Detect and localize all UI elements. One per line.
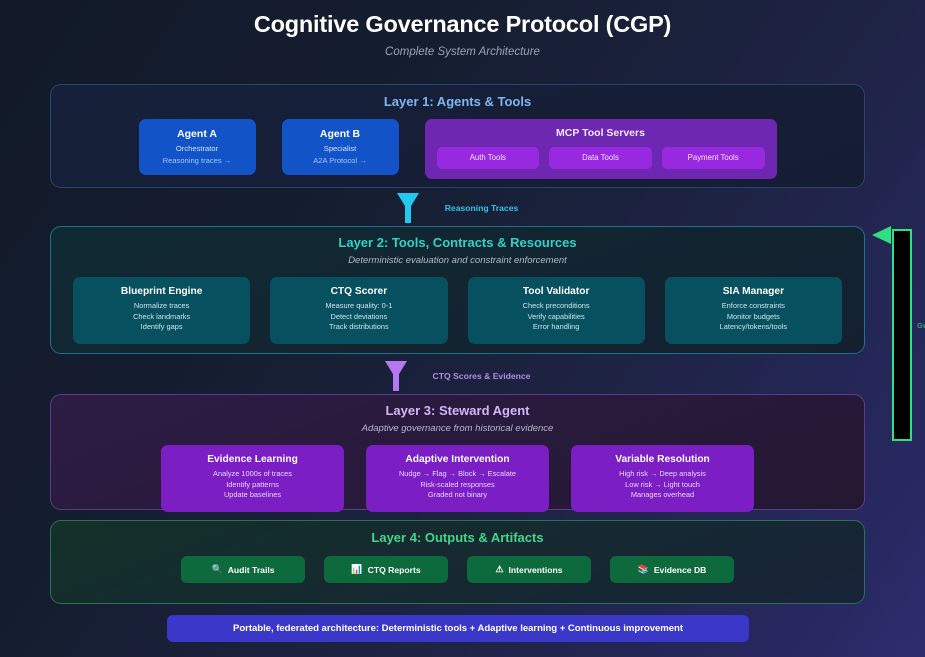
card-variable-resolution[interactable]: Variable Resolution High risk → Deep ana… — [571, 445, 754, 513]
feedback-loop-track — [892, 229, 912, 441]
magnifier-icon: 🔍 — [211, 564, 223, 574]
layer-1-panel: Layer 1: Agents & Tools Agent A Orchestr… — [50, 84, 865, 188]
footer-banner: Portable, federated architecture: Determ… — [167, 615, 749, 642]
layer-1-title: Layer 1: Agents & Tools — [383, 94, 532, 109]
page-header: Cognitive Governance Protocol (CGP) Comp… — [0, 0, 925, 58]
card-detail-line: Latency/tokens/tools — [719, 322, 788, 332]
card-title: Blueprint Engine — [120, 286, 203, 297]
layer-3-subtitle: Adaptive governance from historical evid… — [361, 423, 554, 434]
agent-b-link[interactable]: A2A Protocol → — [313, 156, 367, 165]
card-detail-lines: Check preconditions Verify capabilities … — [472, 301, 641, 333]
card-detail-lines: Enforce constraints Monitor budgets Late… — [669, 301, 838, 333]
card-blueprint-engine[interactable]: Blueprint Engine Normalize traces Check … — [73, 277, 251, 345]
feedback-loop: Gu — [867, 224, 925, 444]
layer-2-subtitle: Deterministic evaluation and constraint … — [348, 255, 567, 266]
card-title: Evidence Learning — [207, 454, 298, 465]
connector-layer2-to-layer3: CTQ Scores & Evidence — [50, 360, 865, 392]
card-title: Adaptive Intervention — [405, 454, 510, 465]
card-detail-lines: Normalize traces Check landmarks Identif… — [77, 301, 246, 333]
arrow-down-icon — [396, 193, 419, 223]
connector-2-label: CTQ Scores & Evidence — [432, 371, 531, 381]
card-title: CTQ Scorer — [330, 286, 388, 297]
card-detail-line: Risk-scaled responses — [420, 479, 495, 489]
card-tool-validator[interactable]: Tool Validator Check preconditions Verif… — [467, 277, 645, 345]
card-detail-line: Low risk → Light touch — [625, 479, 700, 489]
layer-3-title: Layer 3: Steward Agent — [385, 403, 530, 418]
card-title: Tool Validator — [522, 286, 590, 297]
card-detail-line: Analyze 1000s of traces — [213, 469, 292, 478]
card-detail-line: Verify capabilities — [527, 311, 585, 321]
output-audit-trails[interactable]: 🔍 Audit Trails — [181, 556, 305, 583]
card-detail-line: Manages overhead — [630, 490, 695, 500]
layer-4-title: Layer 4: Outputs & Artifacts — [371, 530, 544, 545]
mcp-tool-list: Auth Tools Data Tools Payment Tools — [436, 147, 765, 169]
layer-4-panel: Layer 4: Outputs & Artifacts 🔍 Audit Tra… — [50, 520, 865, 604]
card-detail-line: Detect deviations — [330, 311, 388, 321]
arrow-left-icon — [872, 226, 891, 244]
agent-a-link[interactable]: Reasoning traces → — [162, 156, 232, 165]
card-sia-manager[interactable]: SIA Manager Enforce constraints Monitor … — [664, 277, 842, 345]
card-detail-line: High risk → Deep analysis — [619, 469, 706, 478]
output-ctq-reports[interactable]: 📊 CTQ Reports — [324, 556, 448, 583]
card-detail-line: Error handling — [532, 322, 580, 332]
card-detail-line: Check landmarks — [133, 311, 191, 321]
agent-b-role: Specialist — [323, 144, 357, 153]
mcp-tool-data[interactable]: Data Tools — [549, 147, 652, 169]
card-title: Variable Resolution — [615, 454, 710, 465]
card-detail-lines: Measure quality: 0-1 Detect deviations T… — [274, 301, 443, 333]
agent-a-name: Agent A — [177, 128, 217, 140]
output-evidence-db[interactable]: 📚 Evidence DB — [610, 556, 734, 583]
agent-card-b[interactable]: Agent B Specialist A2A Protocol → — [281, 119, 399, 175]
connector-1-label: Reasoning Traces — [444, 203, 519, 213]
layer-3-card-row: Evidence Learning Analyze 1000s of trace… — [51, 445, 864, 513]
card-title: SIA Manager — [722, 286, 785, 297]
mcp-tool-servers-card: MCP Tool Servers Auth Tools Data Tools P… — [424, 119, 777, 179]
mcp-tool-payment[interactable]: Payment Tools — [661, 147, 765, 169]
card-detail-lines: Analyze 1000s of traces Identify pattern… — [165, 469, 340, 501]
card-detail-line: Update baselines — [223, 490, 282, 500]
card-detail-lines: Nudge → Flag → Block → Escalate Risk-sca… — [370, 469, 545, 501]
layer-4-card-row: 🔍 Audit Trails 📊 CTQ Reports ⚠ Intervent… — [51, 556, 864, 583]
warning-icon: ⚠ — [495, 564, 504, 574]
layer-1-card-row: Agent A Orchestrator Reasoning traces → … — [51, 119, 864, 179]
page-subtitle: Complete System Architecture — [385, 46, 540, 58]
card-detail-line: Monitor budgets — [726, 311, 780, 321]
footer-banner-text: Portable, federated architecture: Determ… — [232, 623, 683, 634]
card-detail-line: Normalize traces — [133, 301, 190, 310]
card-detail-line: Graded not binary — [427, 490, 488, 500]
mcp-tool-auth[interactable]: Auth Tools — [436, 147, 540, 169]
mcp-title: MCP Tool Servers — [556, 127, 645, 139]
card-detail-line: Identify gaps — [140, 322, 183, 332]
card-detail-line: Identify patterns — [226, 479, 279, 489]
card-detail-line: Nudge → Flag → Block → Escalate — [398, 469, 517, 478]
card-detail-line: Enforce constraints — [721, 301, 785, 310]
card-detail-lines: High risk → Deep analysis Low risk → Lig… — [575, 469, 750, 501]
output-label: Audit Trails — [227, 564, 275, 575]
agent-card-a[interactable]: Agent A Orchestrator Reasoning traces → — [138, 119, 256, 175]
output-label: CTQ Reports — [367, 564, 421, 575]
card-adaptive-intervention[interactable]: Adaptive Intervention Nudge → Flag → Blo… — [366, 445, 549, 513]
card-ctq-scorer[interactable]: CTQ Scorer Measure quality: 0-1 Detect d… — [270, 277, 448, 345]
card-detail-line: Check preconditions — [522, 301, 590, 310]
feedback-loop-label: Gu — [917, 321, 925, 330]
page-title: Cognitive Governance Protocol (CGP) — [253, 11, 672, 37]
connector-layer1-to-layer2: Reasoning Traces — [50, 192, 865, 224]
output-label: Evidence DB — [653, 564, 707, 575]
card-evidence-learning[interactable]: Evidence Learning Analyze 1000s of trace… — [161, 445, 344, 513]
card-detail-line: Track distributions — [329, 322, 389, 332]
output-interventions[interactable]: ⚠ Interventions — [467, 556, 591, 583]
agent-b-name: Agent B — [319, 128, 361, 140]
layer-3-panel: Layer 3: Steward Agent Adaptive governan… — [50, 394, 865, 513]
agent-a-role: Orchestrator — [175, 144, 219, 153]
output-label: Interventions — [508, 564, 563, 575]
layer-2-panel: Layer 2: Tools, Contracts & Resources De… — [50, 226, 865, 354]
arrow-down-icon — [384, 361, 407, 391]
card-detail-line: Measure quality: 0-1 — [325, 301, 393, 310]
bar-chart-icon: 📊 — [351, 564, 363, 574]
layer-2-card-row: Blueprint Engine Normalize traces Check … — [51, 277, 864, 345]
layer-2-title: Layer 2: Tools, Contracts & Resources — [338, 235, 577, 250]
books-icon: 📚 — [637, 564, 649, 574]
